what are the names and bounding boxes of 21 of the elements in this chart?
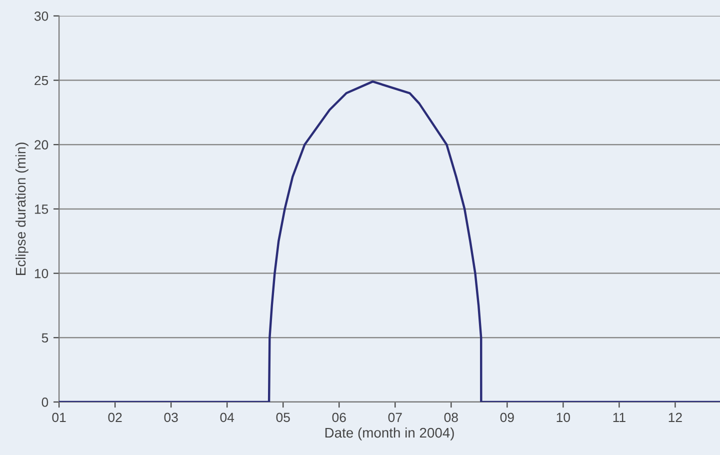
y-tick-label: 20: [34, 140, 48, 150]
y-tick-label: 25: [34, 76, 48, 86]
x-tick-label: 01: [52, 412, 66, 422]
x-tick-label: 05: [276, 412, 290, 422]
x-tick-label: 10: [556, 412, 570, 422]
x-tick-label: 03: [164, 412, 178, 422]
x-tick-label: 06: [332, 412, 346, 422]
y-tick-label: 0: [42, 398, 48, 407]
x-tick-label: 07: [388, 412, 402, 422]
x-tick-label: 02: [108, 412, 122, 422]
y-tick-label: 5: [42, 333, 48, 343]
x-axis-title: Date (month in 2004): [325, 427, 454, 440]
y-tick-label: 15: [34, 204, 48, 214]
x-tick-label: 09: [500, 412, 514, 422]
x-tick-label: 04: [220, 412, 234, 422]
y-tick-label: 30: [34, 11, 48, 21]
y-tick-label: 10: [34, 268, 48, 278]
x-tick-label: 12: [668, 412, 682, 422]
x-tick-label: 08: [444, 412, 458, 422]
x-tick-label: 11: [613, 412, 626, 422]
y-axis-title: Eclipse duration (min): [15, 142, 28, 275]
